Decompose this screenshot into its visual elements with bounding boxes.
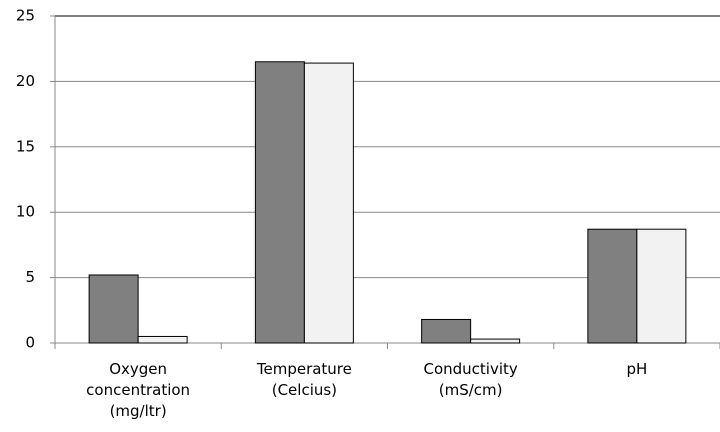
x-tick-label: Temperature (Celcius) bbox=[256, 360, 352, 399]
y-tick-label: 20 bbox=[16, 72, 35, 90]
y-tick-label: 25 bbox=[16, 7, 35, 25]
bar bbox=[303, 62, 354, 344]
x-tick-label: Conductivity (mS/cm) bbox=[423, 360, 518, 399]
y-tick-label: 5 bbox=[25, 268, 35, 286]
bar bbox=[137, 335, 188, 344]
x-tick-label: pH bbox=[626, 360, 648, 378]
y-tick-label: 10 bbox=[16, 203, 35, 221]
bar bbox=[587, 228, 638, 344]
x-tick-label: Oxygen concentration (mg/ltr) bbox=[86, 360, 191, 420]
y-tick-label: 15 bbox=[16, 137, 35, 155]
bar bbox=[636, 228, 687, 344]
bar bbox=[254, 61, 305, 344]
bar bbox=[421, 318, 472, 344]
y-tick-label: 0 bbox=[25, 334, 35, 352]
bar bbox=[470, 338, 521, 344]
bar bbox=[88, 274, 139, 344]
